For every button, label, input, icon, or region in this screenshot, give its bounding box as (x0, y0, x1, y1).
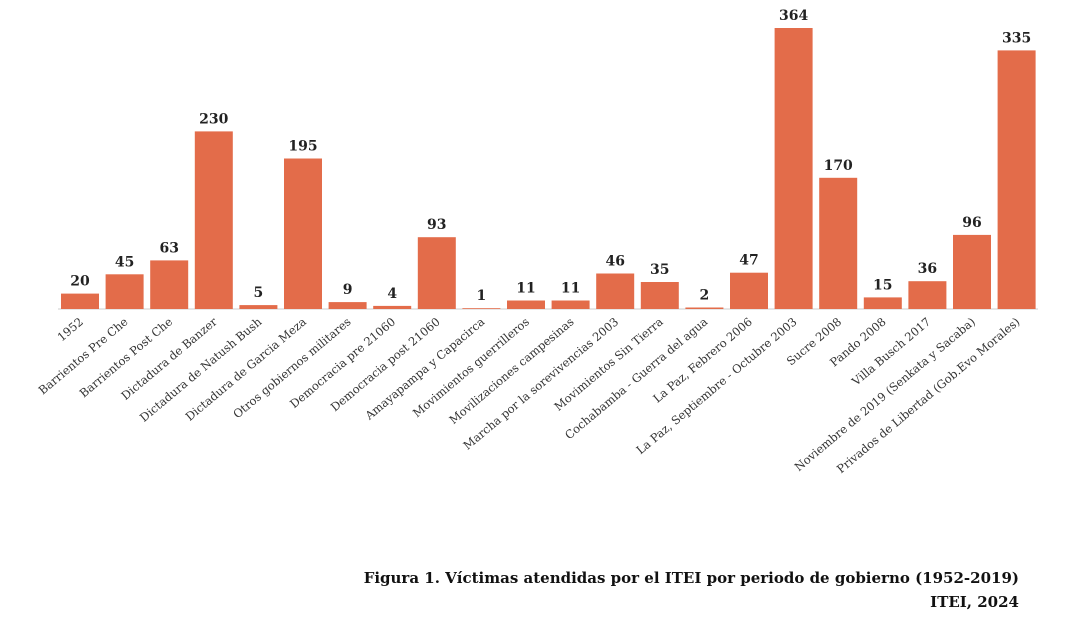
bar-value-label: 15 (873, 277, 892, 293)
bar-value-label: 9 (343, 282, 353, 298)
bar-value-label: 230 (199, 111, 228, 127)
bar (596, 273, 635, 309)
bar (462, 308, 501, 309)
figure-caption-source: ITEI, 2024 (930, 593, 1019, 611)
bar-value-label: 11 (516, 281, 535, 297)
bar (150, 260, 189, 309)
figure-caption-title: Figura 1. Víctimas atendidas por el ITEI… (363, 569, 1019, 587)
bar (551, 300, 590, 309)
bar-value-label: 364 (779, 8, 808, 24)
bar-value-label: 63 (159, 240, 178, 256)
bar (685, 307, 724, 309)
bar-value-label: 35 (650, 262, 669, 278)
bar (328, 302, 367, 309)
bar (105, 274, 144, 309)
bar (953, 234, 991, 309)
bar (239, 305, 278, 309)
bar-value-label: 45 (115, 254, 134, 270)
category-label: 1952 (54, 315, 85, 345)
bar-value-label: 2 (700, 288, 710, 304)
bar (61, 293, 99, 309)
bar (284, 158, 322, 309)
bar-value-label: 195 (288, 139, 317, 155)
bar (819, 177, 858, 309)
bar-value-label: 36 (918, 261, 937, 277)
bar-value-label: 4 (387, 286, 397, 302)
bar (774, 28, 813, 309)
bar (997, 50, 1036, 310)
bar-value-label: 93 (427, 217, 446, 233)
bar-value-label: 47 (739, 253, 758, 269)
bar (640, 282, 679, 309)
category-label: La Paz, Septiembre - Octubre 2003 (633, 315, 799, 457)
bar-value-label: 11 (561, 281, 580, 297)
bar-value-label: 5 (254, 285, 264, 301)
bars-group (61, 28, 1036, 310)
bar (417, 237, 456, 309)
bar (373, 305, 412, 309)
bar-value-label: 1 (477, 288, 487, 304)
bar-value-label: 335 (1002, 30, 1031, 46)
bar-value-label: 46 (605, 254, 624, 270)
bar (507, 300, 545, 309)
bar-value-label: 20 (70, 274, 90, 290)
bar-value-label: 96 (962, 215, 981, 231)
bar (863, 297, 902, 309)
bar (730, 272, 768, 309)
bar (908, 281, 947, 309)
category-label: Villa Busch 2017 (848, 315, 933, 389)
bar (194, 131, 233, 309)
bar-value-label: 170 (824, 158, 853, 174)
